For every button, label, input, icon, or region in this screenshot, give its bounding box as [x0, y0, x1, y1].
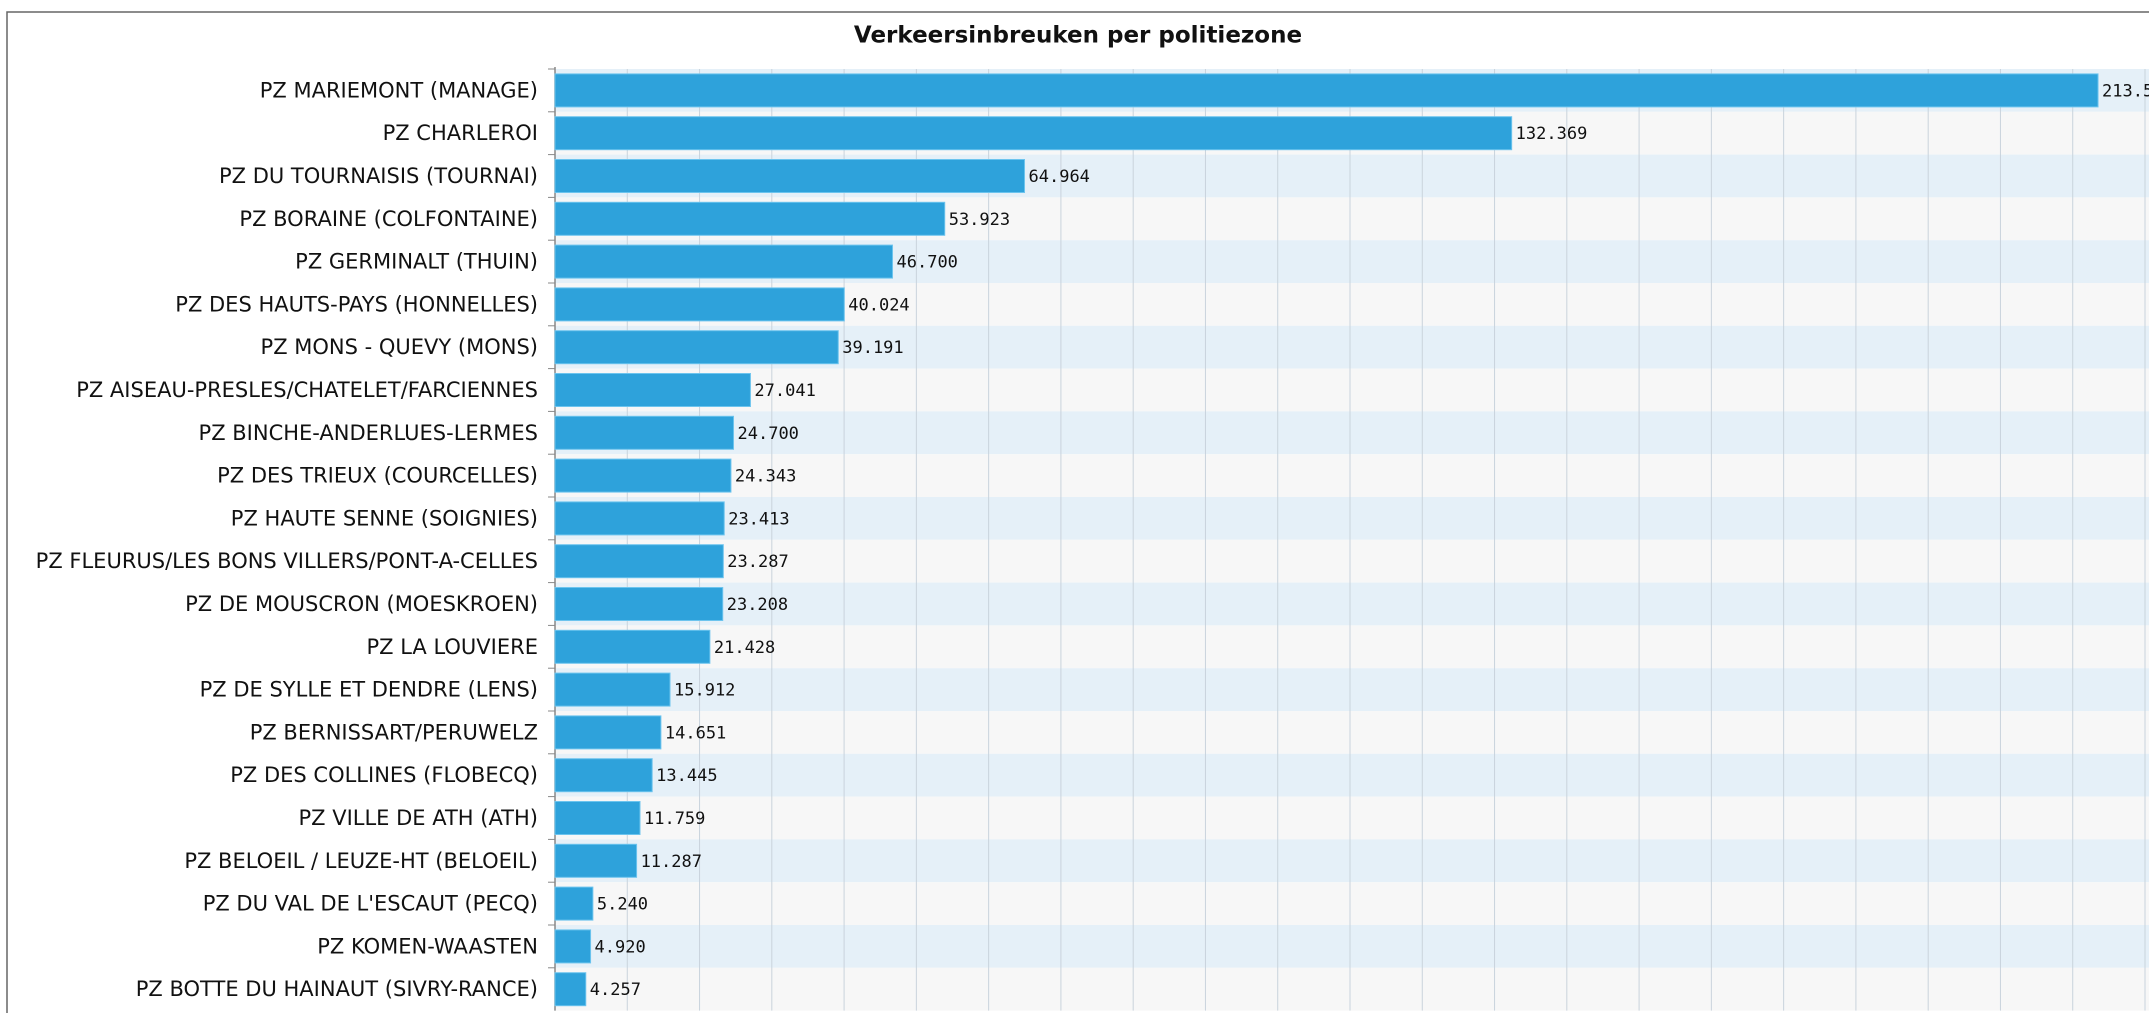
- y-tick-label: PZ DE MOUSCRON (MOESKROEN): [185, 592, 538, 616]
- y-tick-label: PZ DU TOURNAISIS (TOURNAI): [219, 164, 538, 188]
- row-band: [555, 582, 2149, 626]
- y-tick-label: PZ DES COLLINES (FLOBECQ): [230, 763, 538, 787]
- y-tick-label: PZ BINCHE-ANDERLUES-LERMES: [199, 421, 538, 445]
- row-band: [555, 967, 2149, 1011]
- value-label: 15.912: [674, 681, 735, 701]
- value-label: 11.287: [641, 852, 702, 872]
- y-tick-label: PZ KOMEN-WAASTEN: [317, 934, 538, 958]
- bar: [554, 244, 894, 279]
- bar: [554, 544, 724, 579]
- y-tick-label: PZ LA LOUVIERE: [367, 635, 539, 659]
- value-label: 23.208: [727, 595, 788, 615]
- row-band: [555, 711, 2149, 754]
- value-label: 64.964: [1029, 167, 1090, 187]
- value-label: 13.445: [656, 766, 717, 786]
- value-label: 14.651: [665, 723, 726, 743]
- value-label: 53.923: [949, 210, 1010, 230]
- y-tick-label: PZ BELOEIL / LEUZE-HT (BELOEIL): [184, 849, 538, 873]
- value-label: 213.5: [2102, 81, 2149, 101]
- value-label: 23.413: [728, 509, 789, 529]
- value-label: 46.700: [897, 253, 958, 273]
- row-band: [555, 925, 2149, 968]
- bar: [554, 415, 735, 450]
- bar: [554, 159, 1026, 193]
- bar: [554, 458, 732, 493]
- value-label: 40.024: [848, 295, 909, 315]
- row-band: [555, 882, 2149, 925]
- value-label: 132.369: [1516, 124, 1588, 144]
- value-label: 21.428: [714, 638, 775, 658]
- y-tick-label: PZ GERMINALT (THUIN): [295, 250, 538, 274]
- chart-title: Verkeersinbreuken per politiezone: [854, 23, 1302, 49]
- bar: [554, 801, 641, 835]
- value-label: 24.700: [738, 424, 799, 444]
- row-band: [555, 539, 2149, 583]
- y-tick-label: PZ AISEAU-PRESLES/CHATELET/FARCIENNES: [76, 378, 538, 402]
- bar: [554, 501, 725, 536]
- bar: [554, 929, 592, 964]
- bar: [554, 330, 839, 365]
- bar: [554, 886, 594, 921]
- bar: [554, 201, 946, 236]
- value-label: 39.191: [842, 338, 903, 358]
- y-tick-label: PZ MONS - QUEVY (MONS): [261, 335, 538, 359]
- bar: [554, 715, 662, 750]
- bar: [554, 672, 671, 707]
- bar: [554, 843, 638, 878]
- y-tick-label: PZ MARIEMONT (MANAGE): [260, 78, 538, 102]
- row-band: [555, 753, 2149, 797]
- y-tick-label: PZ BERNISSART/PERUWELZ: [250, 720, 538, 744]
- bar: [554, 73, 2099, 108]
- bar: [554, 116, 1513, 151]
- row-band: [555, 411, 2149, 455]
- row-band: [555, 839, 2149, 883]
- value-label: 11.759: [644, 809, 705, 829]
- y-tick-label: PZ BORAINE (COLFONTAINE): [239, 207, 538, 231]
- value-label: 27.041: [754, 381, 815, 401]
- y-tick-label: PZ DES TRIEUX (COURCELLES): [217, 464, 538, 488]
- bar: [554, 972, 587, 1007]
- bar: [554, 373, 751, 407]
- value-label: 24.343: [735, 467, 796, 487]
- row-band: [555, 668, 2149, 711]
- y-tick-label: PZ CHARLEROI: [383, 121, 538, 145]
- bar: [554, 758, 653, 793]
- row-band: [555, 796, 2149, 840]
- y-tick-label: PZ DU VAL DE L'ESCAUT (PECQ): [203, 892, 538, 916]
- bar: [554, 629, 711, 664]
- y-tick-label: PZ VILLE DE ATH (ATH): [298, 806, 538, 830]
- row-band: [555, 454, 2149, 497]
- row-band: [555, 625, 2149, 669]
- y-tick-label: PZ BOTTE DU HAINAUT (SIVRY-RANCE): [136, 977, 538, 1001]
- row-band: [555, 497, 2149, 540]
- y-tick-label: PZ DES HAUTS-PAYS (HONNELLES): [175, 292, 538, 316]
- y-tick-label: PZ HAUTE SENNE (SOIGNIES): [231, 506, 538, 530]
- bar: [554, 587, 724, 621]
- row-band: [555, 368, 2149, 412]
- y-tick-label: PZ FLEURUS/LES BONS VILLERS/PONT-A-CELLE…: [36, 549, 538, 573]
- y-tick-label: PZ DE SYLLE ET DENDRE (LENS): [200, 678, 538, 702]
- value-label: 23.287: [727, 552, 788, 572]
- value-label: 4.920: [595, 937, 646, 957]
- bar: [554, 287, 845, 322]
- value-label: 4.257: [590, 980, 641, 1000]
- value-label: 5.240: [597, 895, 648, 915]
